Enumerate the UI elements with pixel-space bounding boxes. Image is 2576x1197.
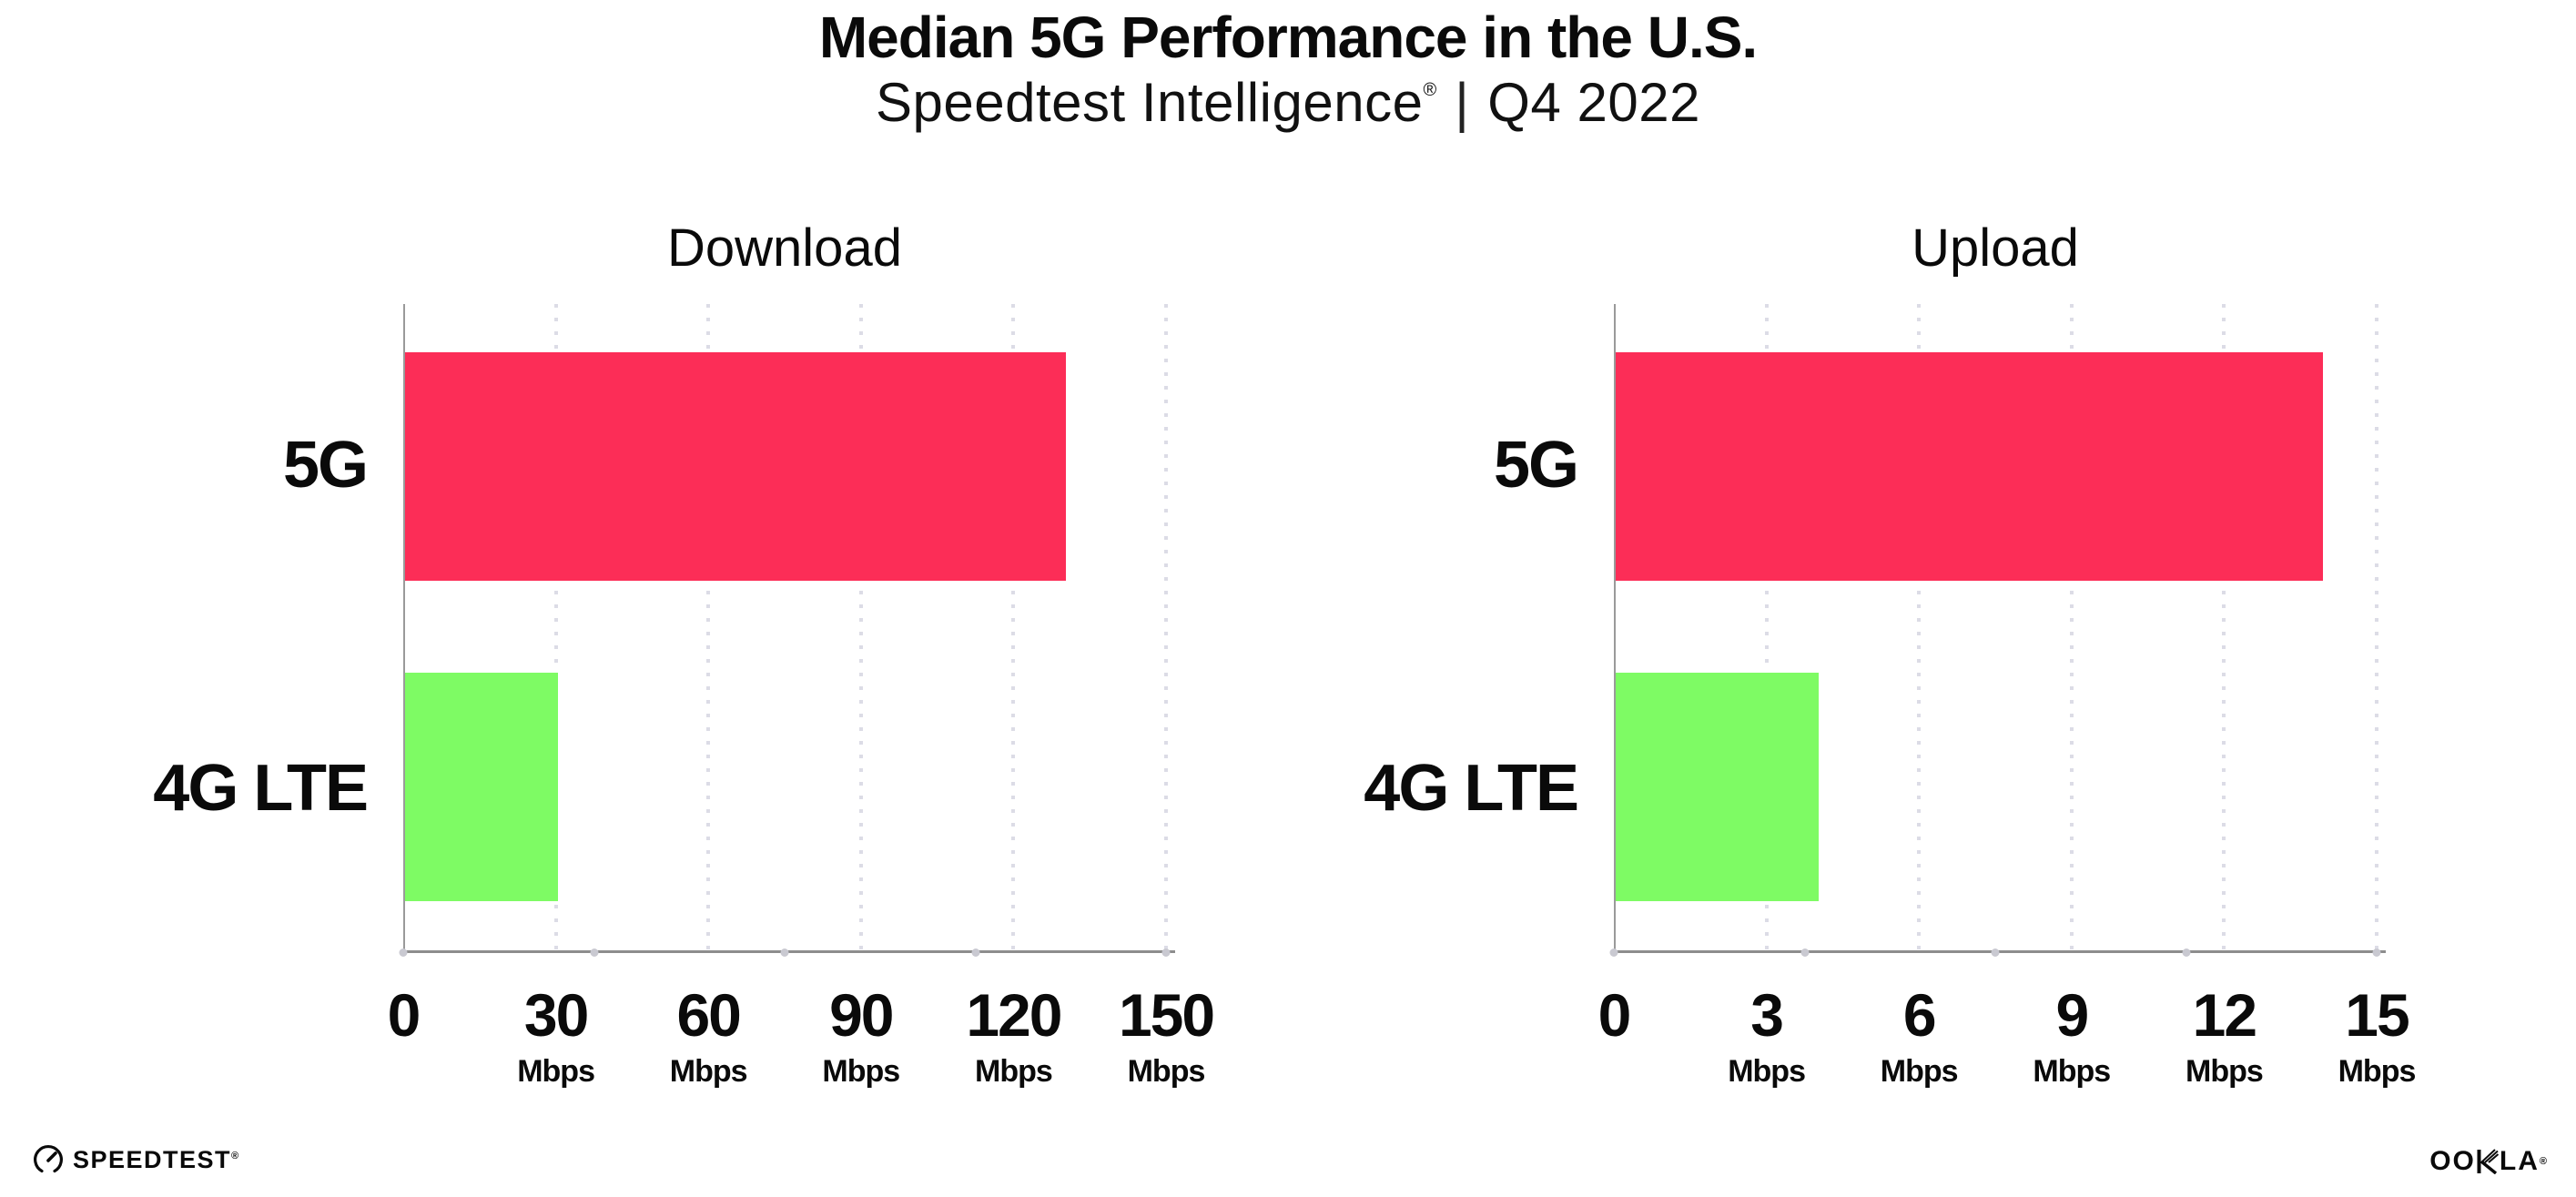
bar-4g-lte-upload xyxy=(1616,672,1820,902)
x-tick-unit: Mbps xyxy=(1127,1054,1206,1089)
x-tick-label-6: 6 Mbps xyxy=(1880,981,1959,1089)
gridline-6 xyxy=(1917,304,1922,951)
ookla-k-icon xyxy=(2477,1149,2499,1174)
gridline-60 xyxy=(706,304,711,951)
bar-5g-upload xyxy=(1616,351,2323,582)
x-tick-value: 0 xyxy=(1597,981,1632,1049)
ookla-registered-mark: ® xyxy=(2539,1155,2549,1167)
x-tick-value: 150 xyxy=(1118,981,1215,1049)
x-tick-unit: Mbps xyxy=(975,1054,1053,1089)
x-tick-unit: Mbps xyxy=(1880,1054,1959,1089)
x-axis-line xyxy=(1614,950,2386,953)
x-tick-label-120: 120 Mbps xyxy=(966,981,1062,1089)
x-tick-label-3: 3 Mbps xyxy=(1728,981,1806,1089)
x-tick-value: 90 xyxy=(829,981,894,1049)
gridline-90 xyxy=(858,304,863,951)
speedtest-wordmark: SPEEDTEST® xyxy=(73,1145,240,1173)
page-subtitle: Speedtest Intelligence® | Q4 2022 xyxy=(0,74,2576,131)
axis-minor-tick-dot xyxy=(1991,948,2000,957)
download-x-axis-ticks: 0 30 Mbps 60 Mbps 90 Mbps 120 Mbps 150 Mbps xyxy=(388,981,1215,1103)
x-tick-unit: Mbps xyxy=(669,1054,748,1089)
x-tick-unit: Mbps xyxy=(822,1054,900,1089)
ookla-text-la: LA xyxy=(2499,1146,2540,1176)
category-label-5g: 5G xyxy=(1493,429,1579,502)
x-tick-value: 120 xyxy=(966,981,1062,1049)
x-tick-label-12: 12 Mbps xyxy=(2186,981,2264,1089)
x-tick-label-9: 9 Mbps xyxy=(2033,981,2111,1089)
axis-minor-tick-dot xyxy=(971,948,979,957)
speedtest-gauge-icon xyxy=(33,1144,64,1175)
x-tick-label-90: 90 Mbps xyxy=(822,981,900,1089)
axis-minor-tick-dot xyxy=(1800,948,1809,957)
x-tick-unit: Mbps xyxy=(1728,1054,1806,1089)
x-tick-label-0: 0 xyxy=(1597,981,1632,1049)
x-tick-label-150: 150 Mbps xyxy=(1118,981,1215,1089)
x-tick-unit: Mbps xyxy=(517,1054,595,1089)
x-tick-unit: Mbps xyxy=(2338,1054,2417,1089)
gridline-15 xyxy=(2375,304,2378,951)
chart-header: Median 5G Performance in the U.S. Speedt… xyxy=(0,5,2576,131)
upload-plot-area xyxy=(1609,304,2386,957)
x-tick-value: 60 xyxy=(676,981,741,1049)
category-label-5g: 5G xyxy=(282,429,369,502)
category-label-4g-lte: 4G LTE xyxy=(1364,752,1579,825)
speedtest-logo: SPEEDTEST® xyxy=(33,1144,240,1175)
speedtest-registered-mark: ® xyxy=(231,1150,240,1161)
download-plot-area xyxy=(399,304,1175,957)
subtitle-brand: Speedtest Intelligence xyxy=(876,72,1424,134)
x-tick-label-15: 15 Mbps xyxy=(2338,981,2417,1089)
download-chart-panel: Download 5G 4G LTE 0 30 Mbps 60 Mbps 90 Mbps 12… xyxy=(94,218,1215,1114)
x-tick-value: 0 xyxy=(387,981,421,1049)
category-label-4g-lte: 4G LTE xyxy=(153,752,369,825)
x-tick-unit: Mbps xyxy=(2033,1054,2111,1089)
gridline-3 xyxy=(1764,304,1769,951)
x-tick-label-30: 30 Mbps xyxy=(517,981,595,1089)
x-tick-value: 30 xyxy=(523,981,589,1049)
x-tick-value: 15 xyxy=(2345,981,2409,1049)
ookla-logo: OO LA ® xyxy=(2429,1148,2549,1175)
bar-5g-download xyxy=(405,351,1067,582)
gridline-12 xyxy=(2222,304,2226,951)
x-axis-line xyxy=(403,950,1175,953)
page-title: Median 5G Performance in the U.S. xyxy=(818,5,1758,70)
x-tick-unit: Mbps xyxy=(2186,1054,2264,1089)
axis-minor-tick-dot xyxy=(1609,948,1618,957)
download-chart-title: Download xyxy=(667,218,902,278)
x-tick-value: 9 xyxy=(2055,981,2089,1049)
axis-minor-tick-dot xyxy=(780,948,789,957)
gridline-9 xyxy=(2069,304,2074,951)
x-tick-label-0: 0 xyxy=(387,981,421,1049)
axis-minor-tick-dot xyxy=(2182,948,2190,957)
y-axis-line xyxy=(403,304,405,951)
y-axis-line xyxy=(1614,304,1616,951)
gridline-150 xyxy=(1164,304,1168,951)
x-tick-value: 12 xyxy=(2192,981,2257,1049)
gridline-30 xyxy=(553,304,558,951)
axis-minor-tick-dot xyxy=(2372,948,2381,957)
subtitle-period: Q4 2022 xyxy=(1487,72,1700,134)
registered-mark: ® xyxy=(1423,80,1437,101)
x-tick-label-60: 60 Mbps xyxy=(669,981,748,1089)
upload-chart-title: Upload xyxy=(1912,218,2079,278)
upload-x-axis-ticks: 0 3 Mbps 6 Mbps 9 Mbps 12 Mbps 15 Mbps xyxy=(1598,981,2417,1103)
axis-minor-tick-dot xyxy=(399,948,408,957)
x-tick-value: 3 xyxy=(1750,981,1784,1049)
subtitle-separator: | xyxy=(1455,72,1470,134)
axis-minor-tick-dot xyxy=(1161,948,1171,957)
upload-chart-panel: Upload 5G 4G LTE 0 3 Mbps 6 Mbps 9 Mbps 12 Mbps 1… xyxy=(1304,218,2417,1114)
x-tick-value: 6 xyxy=(1902,981,1937,1049)
axis-minor-tick-dot xyxy=(590,948,598,957)
speedtest-text: SPEEDTEST xyxy=(73,1145,232,1173)
bar-4g-lte-download xyxy=(405,672,558,902)
ookla-text-oo: OO xyxy=(2429,1146,2476,1176)
gridline-120 xyxy=(1011,304,1016,951)
footer: SPEEDTEST® OO LA ® xyxy=(0,1142,2576,1197)
